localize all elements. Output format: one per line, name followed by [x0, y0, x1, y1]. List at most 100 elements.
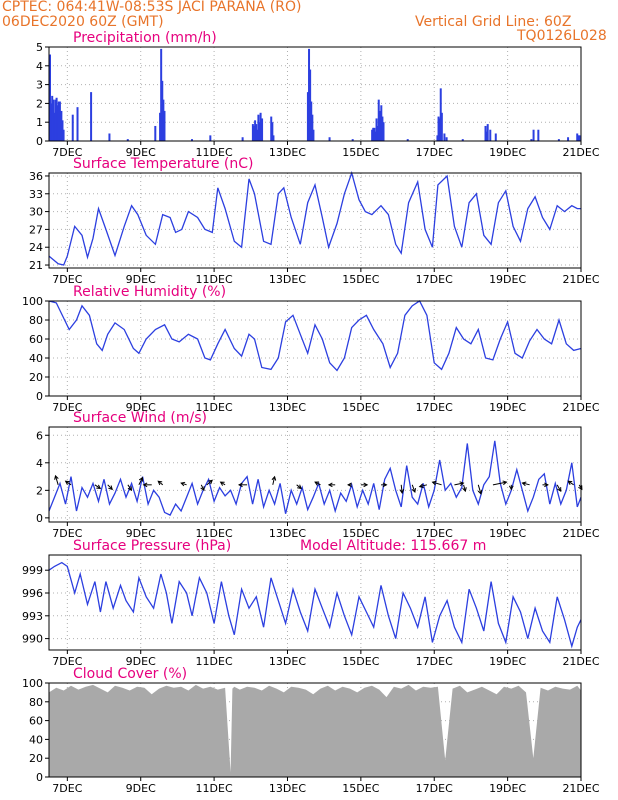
- panel-title: Cloud Cover (%): [73, 666, 187, 682]
- precip-bar: [272, 135, 275, 141]
- wind-arrow-head: [271, 475, 277, 481]
- x-tick-label: 11DEC: [196, 146, 233, 159]
- wind-arrow: [508, 484, 514, 491]
- wind-arrow-shaft: [522, 482, 530, 486]
- wind-arrow-shaft: [492, 481, 507, 486]
- precip-bar: [376, 125, 379, 141]
- wind-arrow: [54, 474, 59, 485]
- x-tick-label: 21DEC: [562, 401, 599, 414]
- x-tick-label: 15DEC: [342, 273, 379, 286]
- x-tick-label: 21DEC: [562, 273, 599, 286]
- precip-bar: [437, 116, 440, 141]
- wind-arrow: [314, 481, 321, 486]
- precip-bar: [259, 112, 262, 141]
- wind-arrow-head: [64, 480, 70, 486]
- precip-bar: [190, 139, 193, 141]
- x-tick-label: 21DEC: [562, 655, 599, 668]
- x-tick-label: 19DEC: [489, 655, 526, 668]
- wind-arrow: [360, 482, 369, 488]
- precip-bar: [256, 129, 259, 141]
- x-tick-label: 17DEC: [416, 527, 453, 540]
- wind-arrow: [200, 484, 205, 492]
- panel-title: Precipitation (mm/h): [73, 30, 217, 46]
- precip-bar: [61, 120, 64, 141]
- wind-arrow: [418, 483, 428, 489]
- wind-arrow-shaft: [567, 480, 574, 486]
- wind-arrow: [492, 480, 508, 486]
- wind-arrow-head: [567, 480, 573, 486]
- x-tick-label: 13DEC: [269, 782, 306, 795]
- y-tick-label: 0: [36, 135, 43, 148]
- y-tick-label: 1: [36, 116, 43, 129]
- y-tick-label: 993: [22, 610, 43, 623]
- wind-arrow: [431, 480, 442, 486]
- precip-bar: [62, 129, 65, 141]
- x-tick-label: 7DEC: [52, 782, 82, 795]
- precip-bar: [351, 139, 354, 141]
- wind-arrow-head: [347, 482, 352, 488]
- wind-arrow-shaft: [206, 479, 213, 486]
- wind-arrow-head: [127, 486, 133, 492]
- x-tick-label: 21DEC: [562, 527, 599, 540]
- precip-bar: [578, 135, 581, 141]
- wind-arrow: [237, 482, 248, 488]
- precip-bar: [494, 133, 497, 141]
- precip-bar: [380, 105, 383, 141]
- y-tick-label: 27: [29, 223, 43, 236]
- x-tick-label: 9DEC: [126, 782, 156, 795]
- wind-arrow-shaft: [94, 484, 101, 489]
- header-station: CPTEC: 064:41W-08:53S JACI PARANA (RO): [2, 0, 302, 15]
- precip-bar: [381, 116, 384, 141]
- wind-arrow-head: [180, 481, 186, 487]
- x-tick-label: 7DEC: [52, 655, 82, 668]
- wind-arrow-shaft: [556, 484, 562, 492]
- precip-bar: [257, 114, 260, 141]
- x-tick-label: 15DEC: [342, 401, 379, 414]
- wind-arrow: [206, 479, 213, 486]
- wind-arrow-shaft: [107, 484, 113, 490]
- wind-arrow: [107, 484, 113, 491]
- y-tick-label: 0: [36, 771, 43, 784]
- y-tick-label: 0: [36, 512, 43, 525]
- wind-arrow-shaft: [477, 484, 482, 494]
- precip-bar: [484, 125, 487, 141]
- precip-bar: [377, 99, 380, 141]
- precip-bar: [461, 139, 464, 141]
- wind-arrow-shaft: [400, 484, 403, 493]
- precip-bar: [57, 101, 60, 141]
- wind-arrow: [381, 482, 388, 488]
- y-tick-label: 36: [29, 170, 43, 183]
- wind-arrow-head: [521, 481, 527, 487]
- precip-bar: [445, 137, 448, 141]
- precip-bar: [49, 54, 51, 141]
- wind-arrow-head: [477, 489, 483, 495]
- panel-frame: [48, 554, 582, 651]
- wind-arrow-head: [502, 480, 508, 486]
- y-tick-label: 990: [22, 633, 43, 646]
- precip-bar: [108, 133, 111, 141]
- x-tick-label: 13DEC: [269, 273, 306, 286]
- panel-frame: [48, 46, 582, 142]
- precip-bar: [209, 135, 212, 141]
- wind-arrow-head: [544, 482, 549, 488]
- wind-arrow: [399, 484, 405, 494]
- series-line: [48, 170, 581, 266]
- wind-arrow: [542, 482, 549, 488]
- precip-bar: [312, 129, 315, 141]
- x-tick-label: 9DEC: [126, 401, 156, 414]
- series-line: [48, 440, 582, 516]
- precip-bar: [255, 124, 258, 141]
- panel-5: Surface Pressure (hPa) Model Altitude: 11…: [22, 538, 600, 668]
- precip-bar: [537, 129, 540, 141]
- precip-bar: [309, 69, 312, 141]
- precip-bar: [258, 122, 261, 141]
- wind-arrow-head: [314, 481, 320, 486]
- precip-bar: [576, 133, 579, 141]
- panel-title: Surface Wind (m/s): [73, 410, 207, 426]
- wind-arrow-head: [219, 481, 225, 486]
- panel-3: Relative Humidity (%) 0 20 40 60 80 100 7DEC 9DE…: [22, 284, 600, 414]
- wind-arrow-head: [138, 476, 144, 482]
- wind-arrow: [521, 481, 530, 487]
- x-tick-label: 21DEC: [562, 782, 599, 795]
- precip-bar: [160, 48, 163, 141]
